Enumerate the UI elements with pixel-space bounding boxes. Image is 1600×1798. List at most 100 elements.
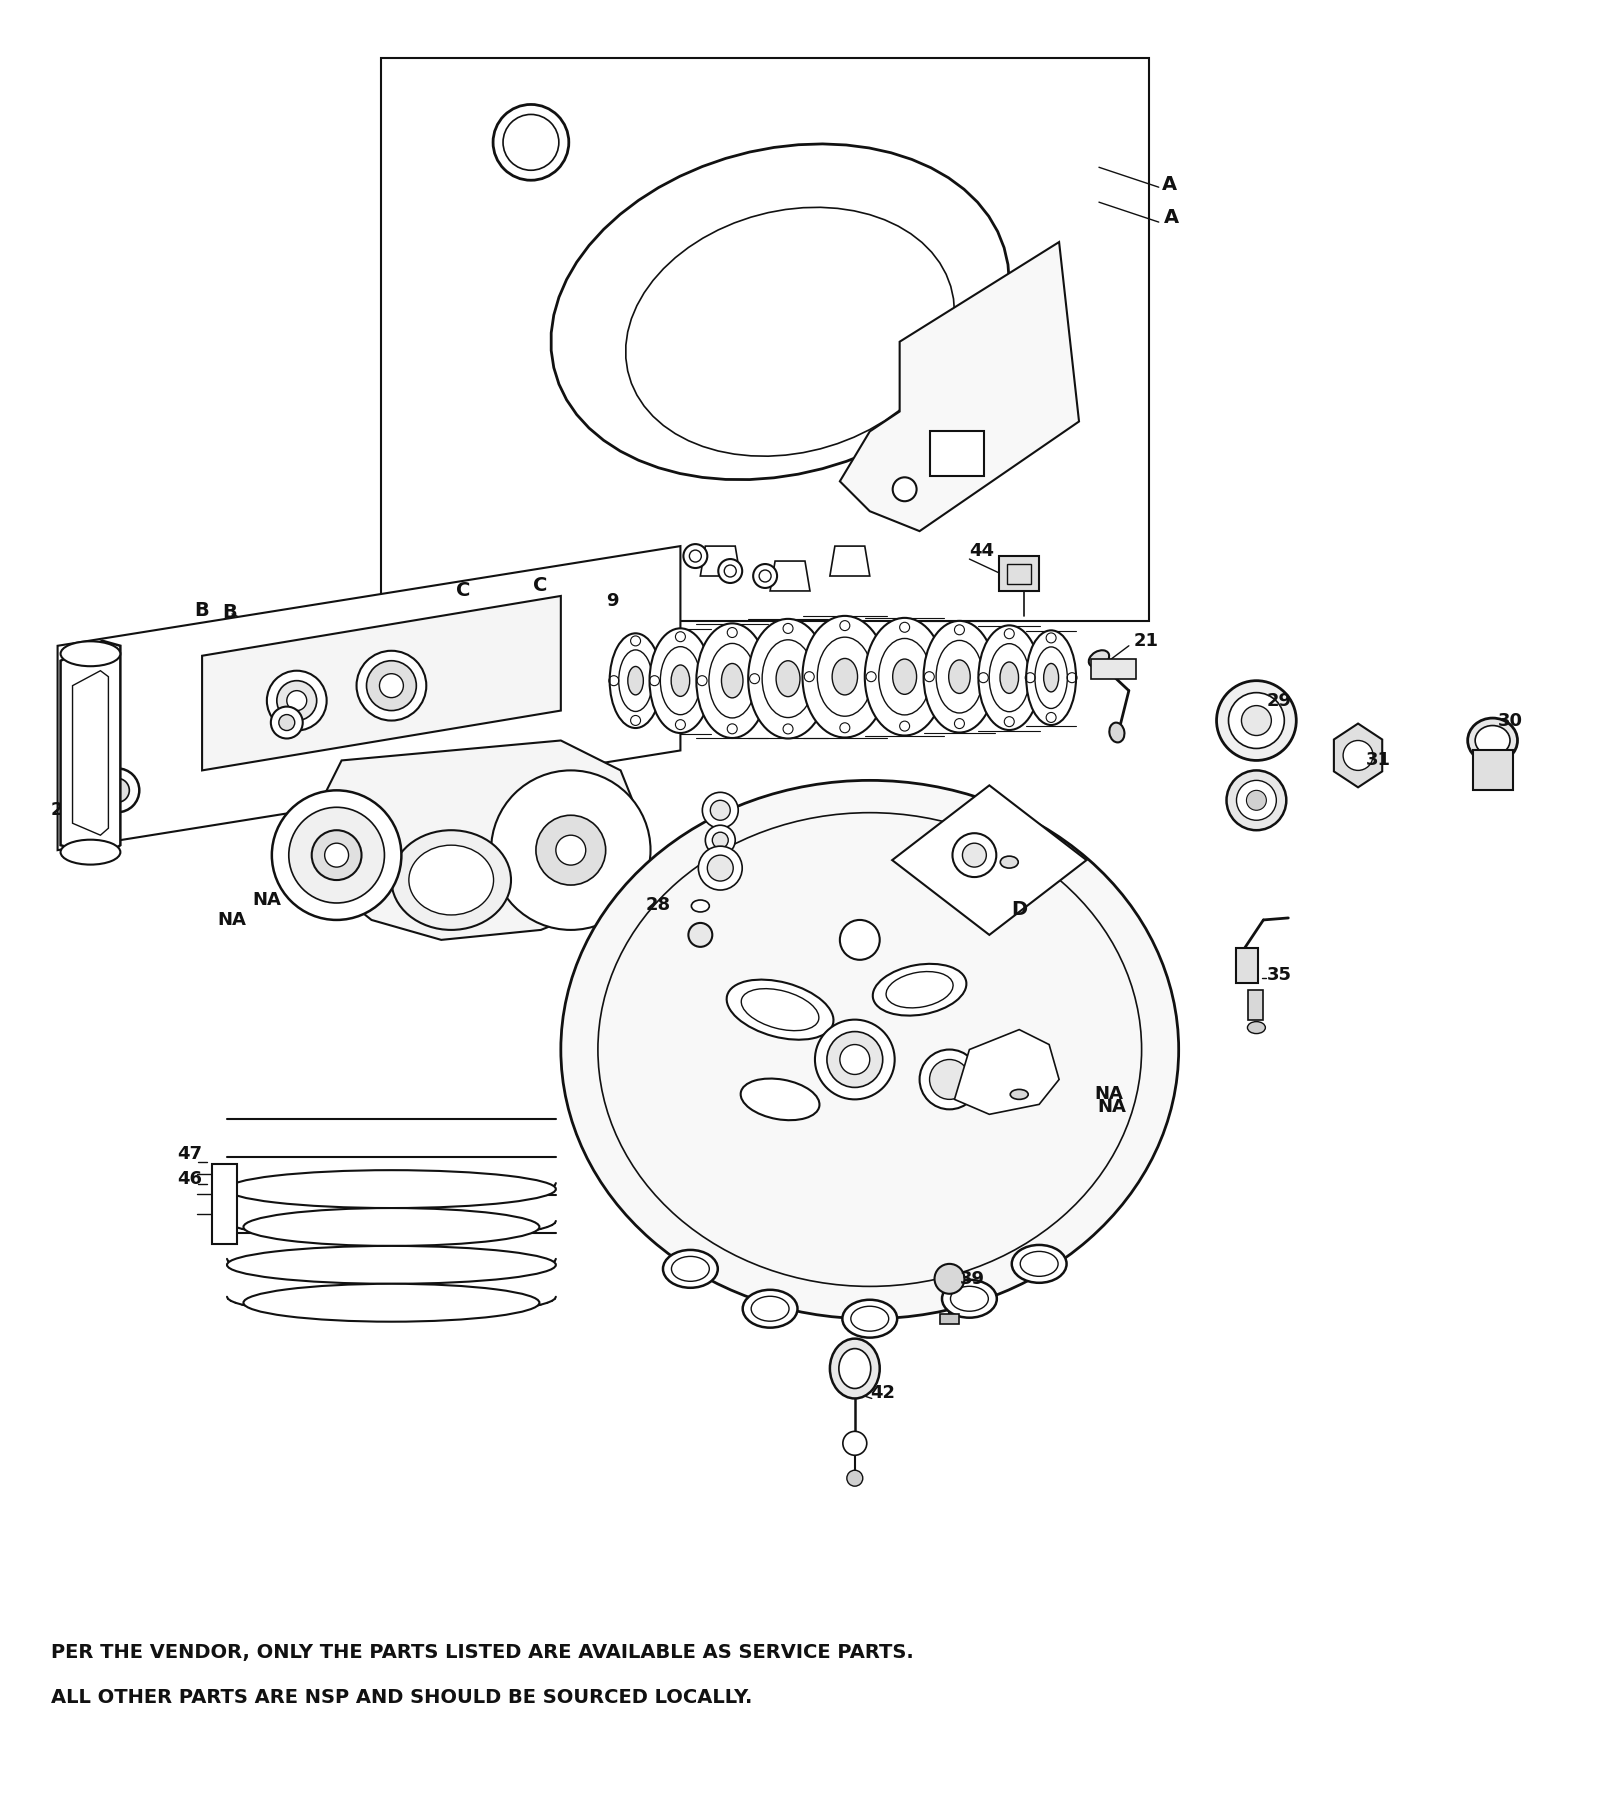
Circle shape: [1237, 780, 1277, 820]
Polygon shape: [58, 547, 680, 850]
Circle shape: [1227, 770, 1286, 831]
Circle shape: [278, 714, 294, 730]
Ellipse shape: [227, 1246, 555, 1284]
Ellipse shape: [842, 1300, 898, 1338]
Circle shape: [379, 674, 403, 698]
Polygon shape: [312, 741, 640, 940]
Bar: [1248, 989, 1264, 1019]
Ellipse shape: [392, 831, 510, 930]
Circle shape: [491, 770, 651, 930]
Ellipse shape: [1248, 1021, 1266, 1034]
Ellipse shape: [1109, 723, 1125, 743]
Text: 21: 21: [1134, 631, 1158, 649]
Bar: [213, 1163, 237, 1244]
Circle shape: [493, 104, 570, 180]
Bar: [1472, 750, 1512, 791]
Circle shape: [270, 707, 302, 739]
Ellipse shape: [61, 840, 120, 865]
Ellipse shape: [893, 660, 917, 694]
Text: 20: 20: [51, 802, 75, 820]
Ellipse shape: [1010, 1090, 1029, 1099]
Bar: [1000, 556, 1038, 592]
Circle shape: [843, 1431, 867, 1455]
Polygon shape: [61, 640, 120, 858]
Circle shape: [920, 1050, 979, 1109]
Ellipse shape: [741, 1079, 819, 1120]
Ellipse shape: [227, 1170, 555, 1208]
Circle shape: [288, 807, 384, 903]
Circle shape: [96, 768, 139, 813]
Bar: [939, 1314, 960, 1323]
Ellipse shape: [1011, 1244, 1067, 1282]
Ellipse shape: [562, 780, 1179, 1318]
Ellipse shape: [942, 1280, 997, 1318]
Bar: [88, 755, 106, 768]
Ellipse shape: [978, 626, 1040, 730]
Circle shape: [710, 800, 730, 820]
Circle shape: [712, 832, 728, 849]
Ellipse shape: [1026, 631, 1077, 725]
Ellipse shape: [830, 1340, 880, 1399]
Text: 28: 28: [645, 895, 670, 913]
Text: C: C: [533, 577, 547, 595]
Ellipse shape: [696, 624, 768, 737]
Text: 30: 30: [1498, 712, 1523, 730]
Polygon shape: [830, 547, 870, 575]
Ellipse shape: [1088, 651, 1109, 667]
Circle shape: [536, 814, 606, 885]
Polygon shape: [550, 144, 1010, 480]
Circle shape: [930, 1059, 970, 1099]
Ellipse shape: [1475, 726, 1510, 755]
Bar: [1008, 565, 1030, 584]
Polygon shape: [770, 561, 810, 592]
Text: NA: NA: [218, 912, 246, 930]
Ellipse shape: [243, 1208, 539, 1246]
Circle shape: [698, 847, 742, 890]
Ellipse shape: [749, 619, 827, 739]
Circle shape: [963, 843, 986, 867]
Ellipse shape: [410, 845, 493, 915]
Circle shape: [893, 476, 917, 502]
Circle shape: [286, 690, 307, 710]
Circle shape: [706, 825, 736, 856]
Text: 44: 44: [970, 541, 995, 561]
Ellipse shape: [872, 964, 966, 1016]
Text: 42: 42: [870, 1384, 894, 1402]
Ellipse shape: [923, 620, 995, 732]
Text: NA: NA: [1094, 1086, 1123, 1104]
Circle shape: [357, 651, 426, 721]
Polygon shape: [840, 243, 1078, 530]
Ellipse shape: [1000, 856, 1018, 868]
Text: A: A: [1163, 207, 1179, 227]
Ellipse shape: [949, 660, 970, 694]
Polygon shape: [202, 595, 562, 770]
Circle shape: [725, 565, 736, 577]
Circle shape: [688, 922, 712, 948]
Ellipse shape: [776, 660, 800, 696]
Circle shape: [718, 559, 742, 583]
Ellipse shape: [61, 642, 120, 667]
Bar: [930, 432, 984, 476]
Bar: [1237, 948, 1259, 984]
Text: D: D: [1011, 901, 1027, 919]
Bar: [1091, 658, 1136, 678]
Circle shape: [1242, 705, 1272, 735]
Ellipse shape: [691, 901, 709, 912]
Circle shape: [267, 671, 326, 730]
Circle shape: [934, 1264, 965, 1295]
Circle shape: [758, 570, 771, 583]
Ellipse shape: [864, 619, 944, 735]
Circle shape: [366, 660, 416, 710]
Circle shape: [1216, 681, 1296, 761]
Ellipse shape: [670, 665, 690, 696]
Circle shape: [1229, 692, 1285, 748]
Ellipse shape: [832, 658, 858, 696]
Polygon shape: [893, 786, 1086, 935]
Polygon shape: [955, 1030, 1059, 1115]
Text: B: B: [194, 601, 210, 620]
Ellipse shape: [722, 663, 742, 698]
Circle shape: [312, 831, 362, 879]
Circle shape: [555, 836, 586, 865]
Ellipse shape: [803, 617, 886, 737]
Text: A: A: [1162, 174, 1178, 194]
